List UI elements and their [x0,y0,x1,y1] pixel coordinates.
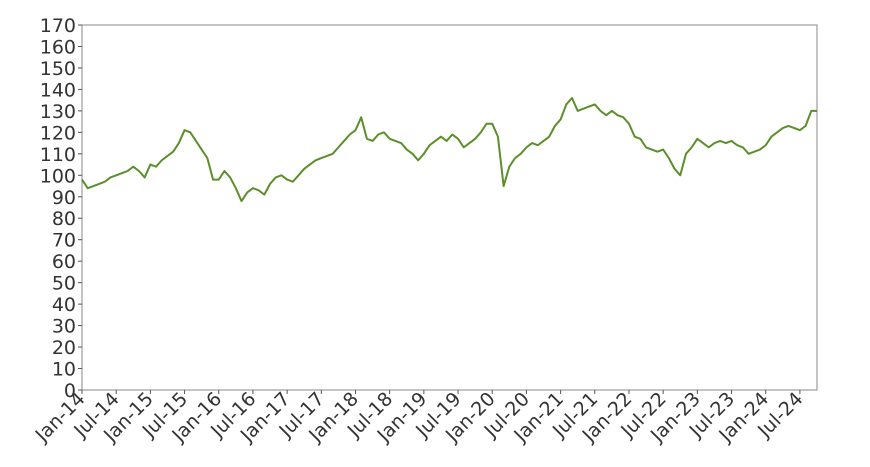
plot-frame [81,24,818,391]
y-tick-label: 20 [52,337,76,359]
y-tick-label: 30 [52,316,76,338]
y-tick-label: 0 [64,380,76,402]
y-tick-label: 80 [52,208,76,230]
y-tick-label: 170 [40,15,76,37]
y-tick-label: 90 [52,187,76,209]
y-tick-label: 100 [40,165,76,187]
y-tick-label: 60 [52,251,76,273]
y-tick-label: 130 [40,101,76,123]
y-tick-label: 50 [52,273,76,295]
y-tick-label: 150 [40,58,76,80]
data-line [81,97,817,203]
y-tick-label: 160 [40,36,76,58]
y-tick-label: 140 [40,79,76,101]
y-tick-label: 120 [40,122,76,144]
y-tick-label: 70 [52,230,76,252]
y-tick-label: 110 [40,144,76,166]
y-tick-label: 40 [52,294,76,316]
y-tick-label: 10 [52,359,76,381]
